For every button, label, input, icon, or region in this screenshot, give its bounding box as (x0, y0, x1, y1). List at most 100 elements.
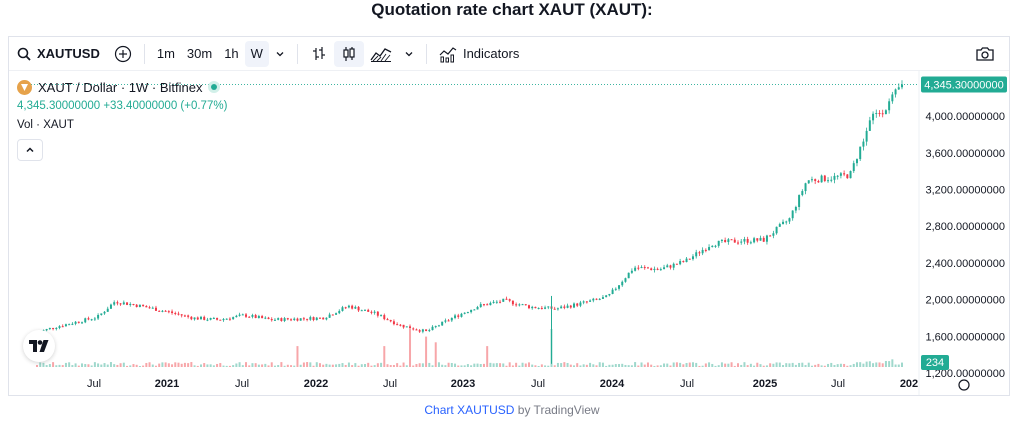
candle (762, 237, 765, 242)
candle (177, 313, 180, 315)
candle (881, 113, 884, 115)
volume-bar (328, 364, 331, 367)
volume-bar (196, 365, 199, 367)
volume-bar (376, 363, 379, 367)
interval-30m[interactable]: 30m (186, 46, 213, 61)
volume-bar (473, 363, 476, 367)
footer: Chart XAUTUSD by TradingView (0, 403, 1024, 417)
chart-link[interactable]: Chart XAUTUSD (424, 403, 515, 417)
volume-bar (839, 363, 842, 367)
volume-bar (347, 362, 350, 367)
candle (158, 310, 161, 312)
bar-style-button[interactable] (304, 41, 334, 67)
snapshot-button[interactable] (969, 41, 1001, 67)
volume-bar (386, 364, 389, 367)
candle (148, 307, 151, 309)
candle (55, 327, 58, 329)
interval-1h[interactable]: 1h (224, 46, 239, 61)
volume-bar (711, 363, 714, 367)
volume-bar (335, 364, 338, 367)
interval-dropdown[interactable] (269, 41, 291, 67)
volume-bar (344, 364, 347, 367)
price-chart[interactable]: 4,000.00000000 3,600.00000000 3,200.000000… (9, 71, 1009, 395)
candle (113, 302, 116, 305)
volume-bar (482, 363, 485, 367)
x-tick-label: Jul (383, 378, 397, 390)
volume-bar (737, 363, 740, 367)
footer-by: by TradingView (517, 403, 600, 417)
candle (585, 301, 588, 303)
candle (460, 313, 463, 317)
candle (653, 268, 656, 271)
volume-bar (765, 365, 768, 367)
volume-bar (573, 365, 576, 367)
area-chart-button[interactable] (364, 41, 398, 67)
volume-bar (405, 365, 408, 367)
candle (782, 221, 785, 225)
add-symbol-icon (114, 45, 131, 62)
chart-settings-icon[interactable] (958, 379, 970, 391)
candle (347, 305, 350, 308)
candle (499, 301, 502, 303)
y-tick-label: 1,600.00000000 (925, 331, 1005, 343)
volume-bar (457, 365, 460, 367)
candle (447, 320, 450, 322)
candle (553, 308, 556, 310)
chart-legend: XAUT / Dollar · 1W · Bitfinex 4,345.3000… (17, 77, 227, 161)
indicators-button[interactable]: Indicators (433, 41, 525, 67)
candle (817, 180, 820, 183)
candle (849, 171, 852, 179)
collapse-legend-button[interactable] (17, 139, 43, 161)
candle (855, 159, 858, 164)
tradingview-logo-icon[interactable] (23, 330, 55, 362)
volume-bar (331, 364, 334, 367)
volume-bar (720, 362, 723, 367)
volume-bar (772, 363, 775, 367)
x-tick-label: 2023 (451, 378, 475, 390)
candle (556, 308, 559, 310)
candle (412, 328, 415, 330)
chart-type-dropdown[interactable] (398, 41, 420, 67)
x-tick-label: 2025 (753, 378, 777, 390)
candle (344, 307, 347, 309)
candle (444, 320, 447, 322)
candle (315, 317, 318, 321)
candle (833, 175, 836, 180)
volume-bar (489, 362, 492, 367)
volume-bar (775, 362, 778, 367)
toolbar-divider (296, 43, 298, 64)
volume-bar (540, 364, 543, 367)
volume-bar (129, 365, 132, 367)
legend-pair: XAUT / Dollar · 1W · Bitfinex (38, 79, 203, 95)
candle (753, 238, 756, 243)
volume-bar (151, 364, 154, 367)
volume-bar (212, 365, 215, 367)
candle (643, 267, 646, 269)
candle (540, 307, 543, 309)
candle (232, 317, 235, 320)
interval-w[interactable]: W (244, 40, 269, 67)
volume-bar (251, 363, 254, 367)
candle (238, 314, 241, 316)
symbol-search[interactable]: XAUTUSD (9, 41, 108, 67)
volume-bar (132, 364, 135, 367)
volume-bar (618, 364, 621, 367)
candle (116, 302, 119, 304)
volume-bar (283, 365, 286, 367)
candle (476, 306, 479, 310)
volume-bar (254, 363, 257, 367)
volume-bar (36, 365, 38, 367)
volume-bar (794, 364, 797, 367)
volume-bar (299, 364, 302, 367)
volume-bar (58, 364, 61, 367)
candles-button[interactable] (333, 40, 364, 67)
volume-bar (87, 364, 90, 367)
interval-1m[interactable]: 1m (156, 46, 175, 61)
volume-bar (679, 362, 682, 367)
add-symbol-button[interactable] (108, 41, 138, 67)
market-status-icon[interactable] (208, 81, 221, 93)
candle (521, 304, 524, 306)
indicators-label: Indicators (462, 46, 520, 61)
chevron-up-icon (26, 147, 34, 153)
volume-bar (492, 363, 495, 367)
